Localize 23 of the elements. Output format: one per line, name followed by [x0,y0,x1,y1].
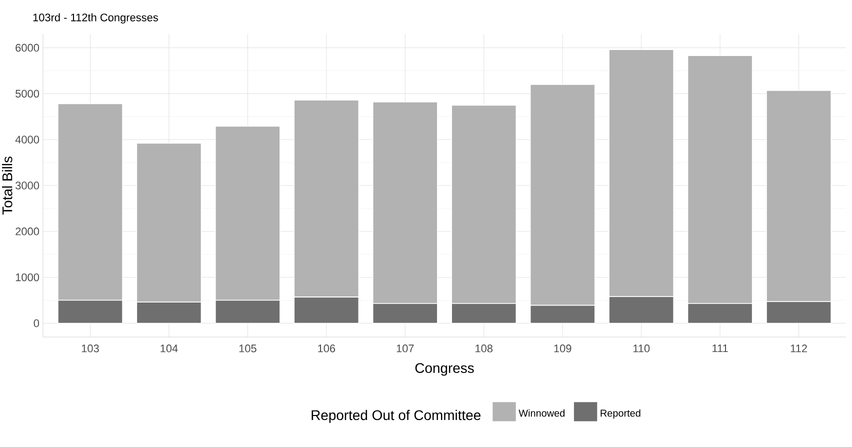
y-tick-label: 4000 [15,136,40,144]
y-tick-label: 5000 [16,90,40,98]
chart-title: 103rd - 112th Congresses [33,13,158,24]
y-tick-label: 0 [34,319,40,328]
x-tick-label: 105 [239,344,256,352]
x-tick-label: 108 [476,344,493,352]
x-axis-title: Congress [415,363,474,376]
x-tick-label: 107 [396,344,414,352]
legend-label: Reported [600,409,640,419]
y-tick-label: 3000 [16,182,40,190]
y-tick-label: 2000 [16,228,40,236]
x-tick-label: 110 [633,344,650,352]
x-tick-label: 112 [790,344,807,352]
x-tick-label: 106 [318,344,336,352]
legend-label: Winnowed [518,409,565,417]
x-tick-label: 104 [160,344,178,352]
y-tick-label: 1000 [16,273,40,282]
y-tick-label: 6000 [16,44,40,52]
x-tick-label: 109 [554,344,572,352]
legend-title: Reported Out of Committee [312,410,480,423]
x-tick-label: 111 [712,344,728,352]
y-axis-title: Total Bills [2,156,12,215]
x-tick-label: 103 [82,344,99,352]
